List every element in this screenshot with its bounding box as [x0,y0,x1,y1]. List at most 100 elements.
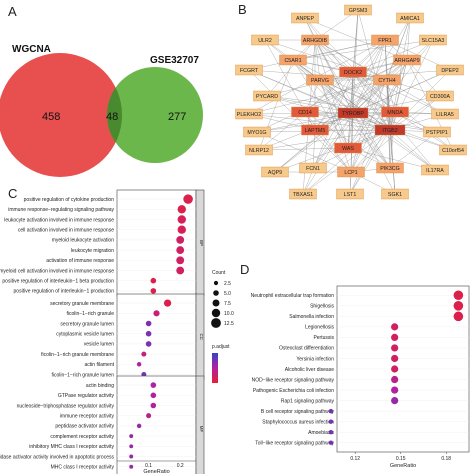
term-label: positive regulation of cytokine producti… [24,197,115,203]
term-dot [145,330,152,337]
network-edge [314,59,408,131]
size-legend-label: 2.5 [224,281,231,287]
network-edge [352,39,386,73]
network-edges [248,9,454,195]
panel-label-a: A [8,4,17,19]
pathway-label: Shigellosis [310,304,334,310]
network-edge [352,112,391,169]
network-node: C5AR1 [279,54,307,66]
color-legend-title: p.adjust [212,344,230,350]
network-edge [304,111,438,133]
network-node: PSTPIP1 [423,126,451,138]
network-edge [292,59,354,114]
term-dot [176,256,185,265]
x-axis-label: GeneRatio [390,463,416,469]
term-label: nucleoside−triphosphatase regulator acti… [17,403,115,409]
term-dot [150,277,157,284]
network-node-label: MYO1G [247,130,266,136]
size-legend-label: 10.0 [224,311,234,317]
network-node-label: FCN1 [306,166,320,172]
size-legend-label: 5.0 [224,291,231,297]
network-edge [386,79,396,113]
network-edge [266,59,408,97]
network-node-label: DPEP2 [441,68,458,74]
pathway-dot [391,365,399,373]
term-dot [177,225,186,234]
term-label: immune response−regulating signaling pat… [8,207,114,213]
network-node-label: CD14 [298,110,312,116]
network-node-label: C5AR1 [284,58,301,64]
venn-diagram: WGCNA GSE32707 458 48 277 [0,44,203,177]
facet-panel [116,293,197,380]
network-node: AMICA1 [396,12,424,24]
network-node: ARHGDIB [301,34,329,46]
term-dot [153,310,160,317]
network-edge [304,79,321,113]
pathway-dot [391,375,399,384]
network-edge [312,79,388,169]
term-dot [176,246,185,255]
facet-label: MF [199,426,204,433]
pathway-label: Pertussis [313,335,334,341]
pathway-label: Toll−like receptor signaling pathway [255,441,334,447]
network-node: LCP1 [337,166,365,178]
pathway-dot [453,311,464,322]
network-node: PARVG [306,74,334,86]
term-dot [183,194,193,204]
network-node-label: ARHGDIB [303,38,328,44]
term-dot [146,413,152,419]
size-legend-label: 12.5 [224,321,234,327]
venn-left-circle [0,53,122,177]
network-node-label: FPR1 [378,38,392,44]
network-node-label: LST1 [344,192,357,198]
network-node: LAPTM5 [301,124,329,136]
pathway-dot [391,354,399,363]
pathway-label: Pathogenic Escherichia coli infection [253,388,334,394]
network-edge [292,39,434,61]
pathway-label: Legionellosis [305,325,334,331]
color-legend-bar [212,353,218,383]
network-node-label: LAPTM5 [305,128,326,134]
network-node: TYROBP [337,107,369,119]
panel-label-b: B [238,2,247,17]
network-node-label: SGK1 [388,192,402,198]
network-edge [266,95,396,113]
network-node: FPR1 [371,34,399,46]
pathway-label: B cell receptor signaling pathway [261,409,335,415]
network-node: FCN1 [299,162,327,174]
x-tick-label: 0.2 [177,463,184,469]
network-edge [352,39,434,73]
network-edge [386,79,391,169]
network-node: LILRA5 [431,108,459,120]
pathway-dot [328,408,334,414]
term-dot [129,464,134,469]
venn-overlap-count: 48 [106,111,118,123]
network-node-label: PLEKHO2 [237,112,261,118]
network-edge [352,112,396,195]
network-node-label: TYROBP [342,111,364,117]
network-node: CD14 [291,106,319,118]
network-edge [248,113,391,131]
pathway-dot [391,386,399,394]
network-node-label: LCP1 [344,170,357,176]
panel-label-c: C [8,186,18,201]
network-edge [258,129,391,151]
venn-right-label: GSE32707 [150,55,199,66]
term-label: MHC class I receptor activity [51,465,115,471]
facet-label: BP [199,240,204,246]
term-label: leukocyte migration [71,248,114,254]
network-node-label: FCGRT [240,68,259,74]
size-legend-dot [212,299,220,307]
term-label: myeloid leukocyte activation [52,238,114,244]
pathway-label: Amoebiasis [308,430,334,436]
network-node: GPSM3 [344,4,372,16]
network-edge [352,71,446,115]
network-edge [258,147,349,151]
network-edge [389,111,396,169]
network-node-label: GPSM3 [349,8,368,14]
network-node: CYTH4 [373,74,401,86]
network-node: FCGRT [235,64,263,76]
network-node-label: C10orf54 [442,148,464,154]
network-edge [352,112,436,171]
term-label: actin binding [86,383,114,389]
